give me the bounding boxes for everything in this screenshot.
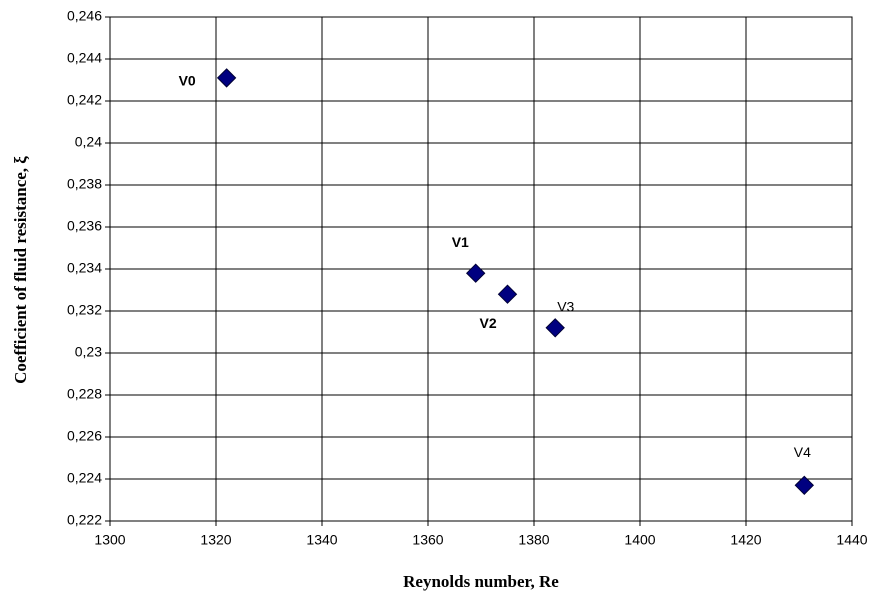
x-tick-label: 1400 (624, 532, 655, 548)
y-tick-label: 0,23 (75, 344, 102, 360)
data-point (545, 318, 565, 338)
x-tick-label: 1340 (306, 532, 337, 548)
y-tick-label: 0,224 (67, 470, 102, 486)
y-tick-label: 0,238 (67, 176, 102, 192)
y-tick-label: 0,226 (67, 428, 102, 444)
point-label: V0 (179, 73, 196, 89)
x-tick-label: 1320 (200, 532, 231, 548)
x-axis-title: Reynolds number, Re (403, 572, 559, 591)
data-point (794, 475, 815, 496)
y-tick-label: 0,244 (67, 50, 102, 66)
y-tick-label: 0,234 (67, 260, 102, 276)
point-label: V1 (452, 234, 469, 250)
y-tick-label: 0,228 (67, 386, 102, 402)
y-tick-label: 0,246 (67, 8, 102, 24)
x-tick-label: 1300 (94, 532, 125, 548)
data-point (465, 263, 486, 283)
y-tick-label: 0,236 (67, 218, 102, 234)
plot-border (109, 16, 853, 522)
data-point (497, 284, 518, 304)
y-axis-title: Coefficient of fluid resistance, ξ (11, 156, 30, 384)
data-point (216, 68, 237, 88)
y-tick-label: 0,24 (75, 134, 102, 150)
point-label: V3 (557, 299, 574, 315)
y-tick-label: 0,242 (67, 92, 102, 108)
x-tick-label: 1440 (836, 532, 867, 548)
point-label: V4 (794, 444, 811, 460)
x-tick-label: 1420 (730, 532, 761, 548)
x-tick-label: 1380 (518, 532, 549, 548)
y-tick-label: 0,222 (67, 512, 102, 528)
y-tick-label: 0,232 (67, 302, 102, 318)
point-label: V2 (480, 315, 497, 331)
x-tick-label: 1360 (412, 532, 443, 548)
